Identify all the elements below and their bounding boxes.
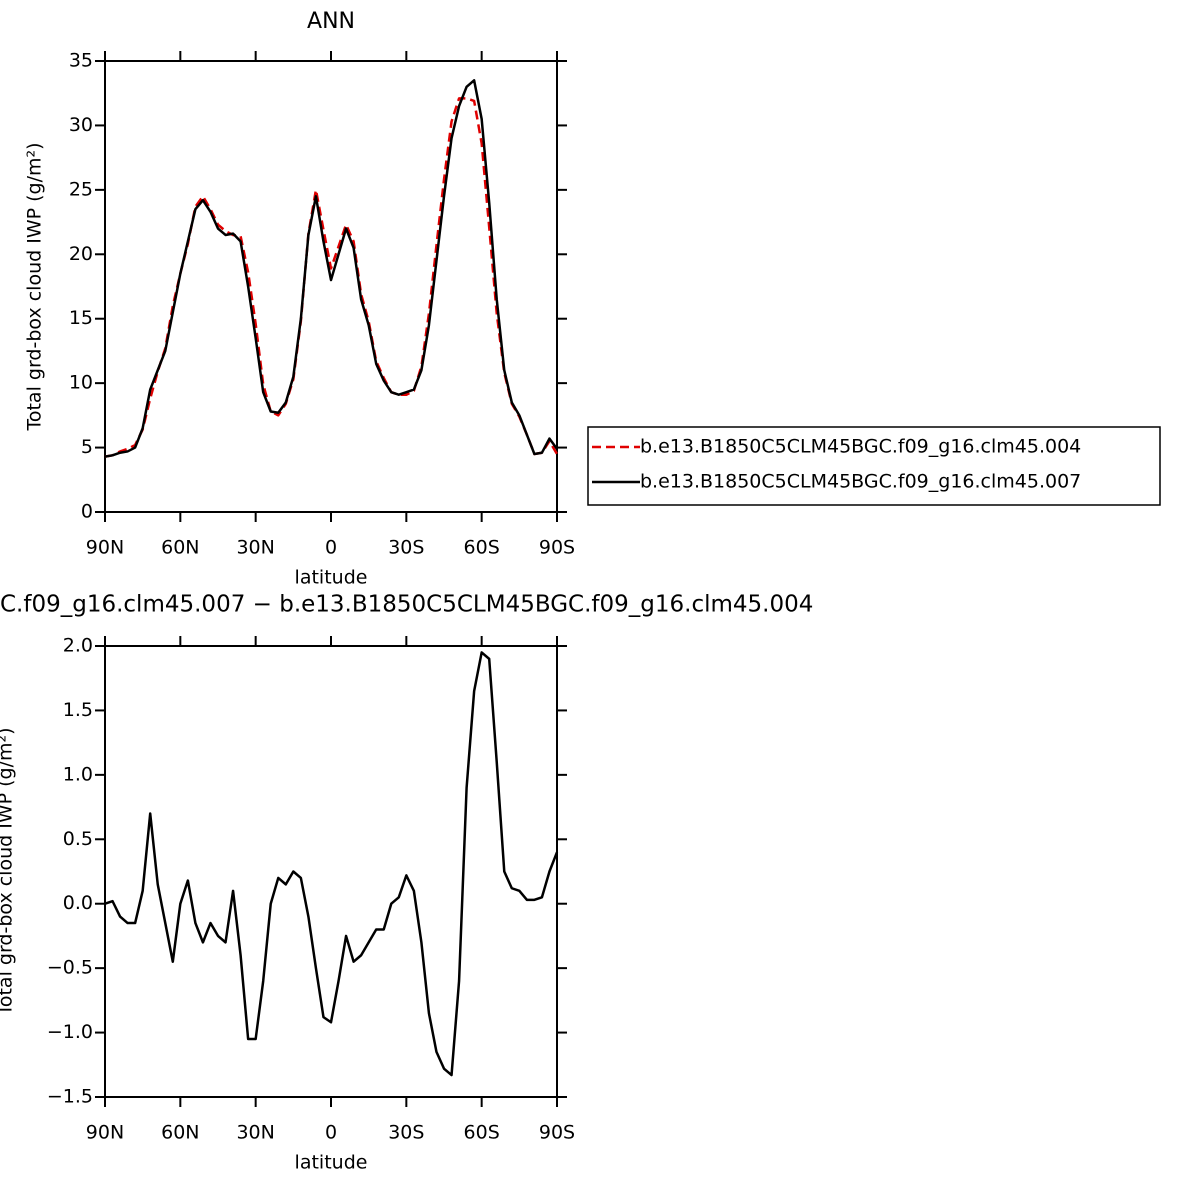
x-tick-label: 30S xyxy=(388,1122,424,1144)
y-tick-label: 1.5 xyxy=(63,699,93,721)
chart-title: ANN xyxy=(307,9,355,34)
plot-frame xyxy=(104,60,558,513)
x-tick-label: 90N xyxy=(86,1122,124,1144)
x-tick-label: 30S xyxy=(388,537,424,559)
y-tick-label: 35 xyxy=(69,50,93,72)
y-tick-label: 1.0 xyxy=(63,763,93,785)
x-tick-label: 60N xyxy=(161,1122,199,1144)
legend-label: b.e13.B1850C5CLM45BGC.f09_g16.clm45.004 xyxy=(640,436,1081,458)
x-axis-label: latitude xyxy=(295,1152,368,1174)
legend-box xyxy=(587,426,1161,506)
y-tick-label: 10 xyxy=(69,372,93,394)
x-tick-label: 60S xyxy=(464,1122,500,1144)
x-tick-label: 0 xyxy=(325,1122,337,1144)
x-tick-label: 30N xyxy=(236,537,274,559)
y-tick-label: −0.5 xyxy=(47,957,93,979)
y-tick-label: 5 xyxy=(81,436,93,458)
x-tick-label: 90N xyxy=(86,537,124,559)
chart-title: C.f09_g16.clm45.007 − b.e13.B1850C5CLM45… xyxy=(0,592,813,618)
x-tick-label: 90S xyxy=(539,1122,575,1144)
y-axis-label: Total grd-box cloud IWP (g/m²) xyxy=(24,142,46,431)
y-tick-label: 15 xyxy=(69,307,93,329)
y-tick-label: −1.0 xyxy=(47,1021,93,1043)
plot-frame xyxy=(104,645,558,1098)
x-tick-label: 90S xyxy=(539,537,575,559)
x-tick-label: 30N xyxy=(236,1122,274,1144)
x-tick-label: 60N xyxy=(161,537,199,559)
y-tick-label: 20 xyxy=(69,243,93,265)
y-tick-label: −1.5 xyxy=(47,1086,93,1108)
y-tick-label: 0 xyxy=(81,501,93,523)
x-tick-label: 60S xyxy=(464,537,500,559)
y-tick-label: 0.5 xyxy=(63,828,93,850)
series-line xyxy=(104,79,559,458)
y-axis-label: Total grd-box cloud IWP (g/m²) xyxy=(0,727,17,1016)
y-tick-label: 25 xyxy=(69,178,93,200)
y-tick-label: 30 xyxy=(69,114,93,136)
x-axis-label: latitude xyxy=(295,567,368,589)
legend-label: b.e13.B1850C5CLM45BGC.f09_g16.clm45.007 xyxy=(640,471,1081,493)
y-tick-label: 2.0 xyxy=(63,635,93,657)
x-tick-label: 0 xyxy=(325,537,337,559)
y-tick-label: 0.0 xyxy=(63,892,93,914)
data-line xyxy=(104,651,559,1077)
